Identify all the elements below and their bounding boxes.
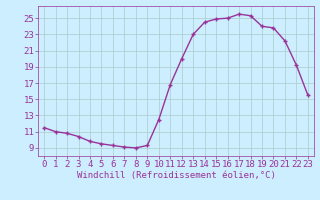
X-axis label: Windchill (Refroidissement éolien,°C): Windchill (Refroidissement éolien,°C)	[76, 171, 276, 180]
